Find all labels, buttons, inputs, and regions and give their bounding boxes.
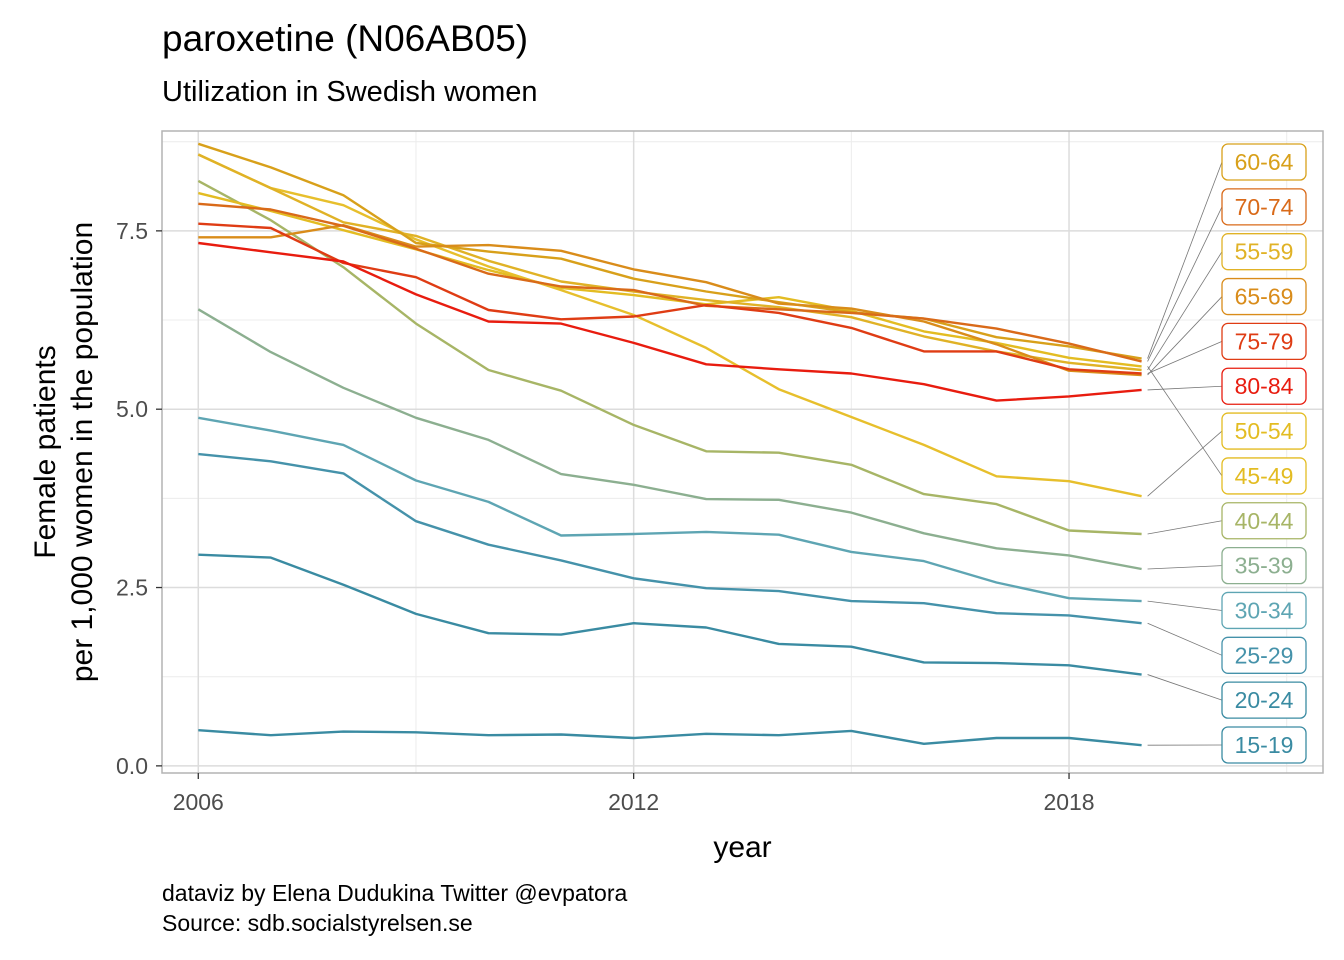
series-label-box — [1221, 546, 1307, 585]
series-label-35-39: 35-39 — [1235, 553, 1294, 579]
label-connector — [1147, 366, 1223, 477]
label-connector — [1147, 161, 1223, 359]
series-line-80-84 — [198, 241, 1142, 402]
y-tick-label: 7.5 — [116, 218, 148, 244]
caption-line-1: dataviz by Elena Dudukina Twitter @evpat… — [162, 880, 628, 906]
series-label-box — [1221, 681, 1307, 719]
label-connectors — [1147, 161, 1223, 746]
series-line-25-29 — [198, 452, 1142, 625]
label-connector — [1147, 622, 1223, 656]
series-label-box — [1221, 412, 1307, 450]
x-tick-label: 2006 — [173, 789, 224, 815]
series-label-box — [1221, 233, 1307, 271]
label-connector — [1147, 296, 1223, 376]
series-line-20-24 — [198, 553, 1142, 676]
x-axis-title: year — [713, 831, 771, 864]
series-line-55-59 — [197, 153, 1142, 372]
x-tick-label: 2018 — [1043, 789, 1094, 815]
y-tick-label: 5.0 — [116, 396, 148, 422]
line-chart: 60-64 70-74 55-59 65-69 75-79 80-84 50-54 45-49… — [29, 130, 1324, 864]
series-line-75-79 — [198, 222, 1142, 375]
caption-line-2: Source: sdb.socialstyrelsen.se — [162, 910, 473, 936]
y-tick-label: 0.0 — [116, 753, 148, 779]
series-label-box — [1221, 502, 1307, 540]
series-line-15-19 — [198, 729, 1142, 747]
label-connector — [1147, 251, 1223, 371]
label-connector — [1147, 385, 1223, 391]
series-line-40-44 — [197, 179, 1142, 536]
series-label-box — [1221, 277, 1307, 316]
series-label-box — [1221, 726, 1307, 764]
series-line-35-39 — [197, 308, 1142, 571]
series-label-70-74: 70-74 — [1235, 194, 1294, 220]
chart-title: paroxetine (N06AB05) — [162, 18, 529, 59]
series-labels: 60-64 70-74 55-59 65-69 75-79 80-84 50-54 45-49… — [1221, 143, 1307, 764]
series-label-45-49: 45-49 — [1235, 463, 1294, 489]
series-label-box — [1221, 143, 1307, 181]
series-label-box — [1221, 591, 1307, 630]
label-connector — [1147, 565, 1223, 570]
caption: dataviz by Elena Dudukina Twitter @evpat… — [162, 878, 627, 938]
panel-border — [161, 130, 1324, 774]
series-label-80-84: 80-84 — [1235, 373, 1294, 399]
series-line-30-34 — [198, 416, 1142, 603]
series-label-65-69: 65-69 — [1235, 284, 1294, 310]
series-label-box — [1221, 322, 1307, 361]
series-label-75-79: 75-79 — [1235, 328, 1294, 354]
series-line-70-74 — [198, 202, 1142, 363]
series-label-box — [1221, 188, 1307, 226]
series-label-15-19: 15-19 — [1235, 732, 1294, 758]
label-connector — [1147, 674, 1223, 701]
y-axis-title-line-1: Female patients — [29, 345, 62, 558]
series-label-20-24: 20-24 — [1235, 687, 1294, 713]
series-line-60-64 — [197, 142, 1142, 360]
series-label-box — [1221, 457, 1307, 495]
series-label-30-34: 30-34 — [1235, 597, 1294, 623]
series-lines — [197, 142, 1142, 747]
series-label-box — [1221, 367, 1307, 405]
x-tick-label: 2012 — [608, 789, 659, 815]
y-tick-label: 2.5 — [116, 575, 148, 601]
series-label-50-54: 50-54 — [1235, 418, 1294, 444]
label-connector — [1147, 600, 1223, 611]
series-label-box — [1221, 636, 1307, 674]
label-connector — [1147, 430, 1223, 497]
chart-subtitle: Utilization in Swedish women — [162, 76, 538, 108]
y-axis-title-line-2: per 1,000 women in the population — [66, 222, 99, 682]
series-label-55-59: 55-59 — [1235, 239, 1294, 265]
series-line-50-54 — [197, 153, 1142, 498]
label-connector — [1147, 341, 1223, 374]
series-label-40-44: 40-44 — [1235, 508, 1294, 534]
axes: 2006 2012 2018 0.0 2.5 5.0 7.5 year Female patie… — [29, 130, 1324, 864]
series-label-60-64: 60-64 — [1235, 149, 1294, 175]
series-label-25-29: 25-29 — [1235, 642, 1294, 668]
label-connector — [1147, 206, 1223, 362]
label-connector — [1147, 520, 1223, 535]
